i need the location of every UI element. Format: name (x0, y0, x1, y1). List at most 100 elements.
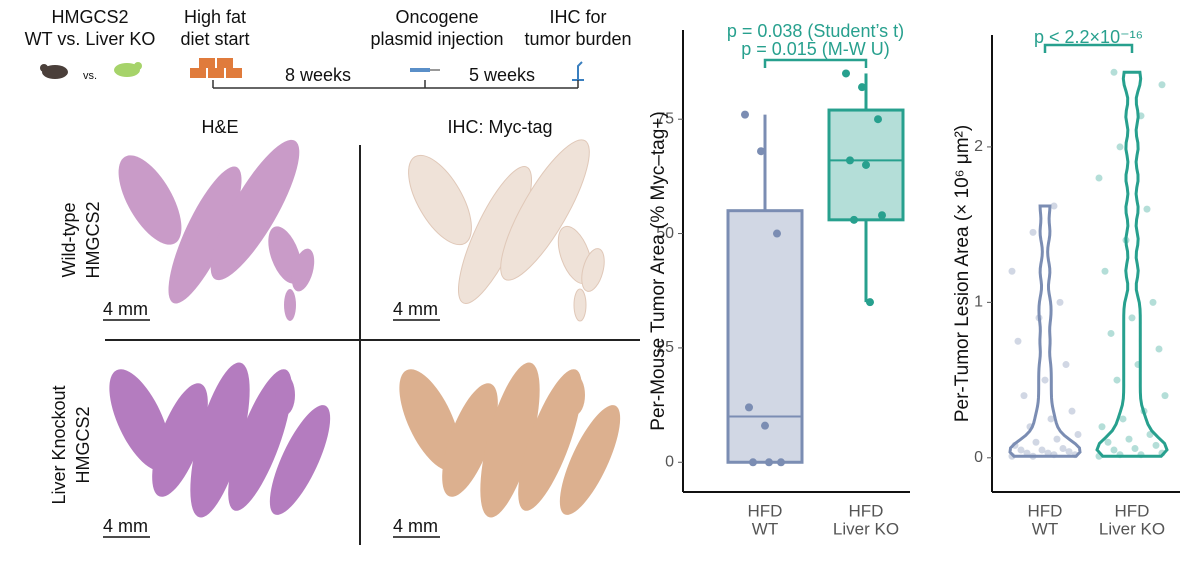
data-point (1110, 68, 1118, 76)
data-point (1053, 435, 1061, 443)
mouse-icon (40, 62, 142, 79)
data-point (773, 229, 781, 238)
y-tick-label: 0 (665, 453, 674, 470)
x-tick-label: Liver KO (833, 519, 899, 538)
tissue-section (269, 405, 331, 515)
tissue-section (573, 288, 587, 322)
scale-bar-label: 4 mm (103, 516, 148, 536)
tissue-section (168, 166, 242, 304)
x-tick-label: WT (752, 519, 778, 538)
x-tick-label: WT (1032, 519, 1058, 538)
data-point (1161, 392, 1169, 400)
data-point (1152, 441, 1160, 449)
data-point (777, 458, 785, 467)
tissue-images (109, 139, 621, 518)
data-point (741, 110, 749, 119)
data-point (1068, 407, 1076, 415)
tissue-section (408, 154, 472, 246)
y-axis-label: Per-Mouse Tumor Area (% Myc–tag+) (648, 111, 669, 430)
step-label: High fat (184, 7, 246, 27)
data-point (1143, 205, 1151, 213)
scale-bars (103, 319, 440, 538)
microscope-icon (572, 61, 584, 81)
data-point (1050, 202, 1058, 210)
tissue-section (480, 362, 540, 518)
timeline (212, 80, 579, 89)
data-point (862, 160, 870, 169)
tissue-section (442, 383, 498, 497)
y-axis-label: Per-Tumor Lesion Area (× 10⁶ μm²) (952, 125, 973, 422)
column-header: IHC: Myc-tag (447, 117, 552, 137)
x-tick-label: Liver KO (1099, 519, 1165, 538)
x-tick-label: HFD (1115, 501, 1150, 520)
data-point (1074, 430, 1082, 438)
data-point (1119, 415, 1127, 423)
tissue-section (399, 369, 461, 471)
data-point (858, 83, 866, 92)
tissue-section (500, 139, 590, 281)
panel-divider (105, 145, 640, 545)
data-point (1017, 446, 1025, 454)
data-point (1014, 337, 1022, 345)
data-point (1041, 376, 1049, 384)
significance-bracket (1043, 43, 1134, 53)
data-point (1008, 267, 1016, 275)
data-point (1032, 438, 1040, 446)
data-point (761, 421, 769, 430)
data-point (749, 458, 757, 467)
tissue-section (275, 375, 295, 415)
data-point (1158, 81, 1166, 89)
scale-bar-label: 4 mm (103, 299, 148, 319)
violin (1008, 204, 1082, 458)
data-point (1020, 392, 1028, 400)
x-tick-label: HFD (849, 501, 884, 520)
row-label: HMGCS2 (83, 201, 103, 278)
step-label: tumor burden (524, 29, 631, 49)
scale-bar-label: 4 mm (393, 299, 438, 319)
data-point (1128, 314, 1136, 322)
scale-bar-label: 4 mm (393, 516, 438, 536)
data-point (765, 458, 773, 467)
data-point (874, 115, 882, 124)
annotation: p < 2.2×10⁻¹⁶ (1034, 27, 1143, 47)
data-point (1062, 361, 1070, 369)
group-label: HMGCS2 (51, 7, 128, 27)
tissue-section (109, 369, 171, 471)
data-point (1059, 444, 1067, 452)
data-point (1149, 298, 1157, 306)
step-label: diet start (180, 29, 249, 49)
interval-label: 5 weeks (469, 65, 535, 85)
data-point (757, 147, 765, 156)
data-point (1095, 174, 1103, 182)
fat-icon (190, 58, 242, 78)
data-point (1125, 435, 1133, 443)
row-label: HMGCS2 (73, 406, 93, 483)
x-tick-label: HFD (748, 501, 783, 520)
data-point (1065, 448, 1073, 456)
step-label: plasmid injection (370, 29, 503, 49)
tissue-section (152, 383, 208, 497)
row-label: Wild-type (59, 202, 79, 277)
y-tick-label: 25 (656, 339, 674, 356)
step-label: Oncogene (395, 7, 478, 27)
data-point (745, 403, 753, 412)
tissue-section (228, 369, 292, 511)
step-label: IHC for (549, 7, 606, 27)
tissue-section (118, 155, 182, 245)
column-header: H&E (201, 117, 238, 137)
data-point (1104, 438, 1112, 446)
vs-label: vs. (83, 70, 97, 82)
data-point (878, 211, 886, 220)
tissue-section (565, 375, 585, 415)
syringe-icon (410, 68, 440, 72)
data-point (1101, 267, 1109, 275)
data-point (1131, 444, 1139, 452)
x-tick-label: HFD (1028, 501, 1063, 520)
tissue-section (518, 369, 582, 511)
data-point (842, 69, 850, 78)
data-point (1098, 423, 1106, 431)
tissue-section (581, 248, 605, 292)
data-point (866, 298, 874, 307)
significance-bracket (763, 58, 868, 68)
